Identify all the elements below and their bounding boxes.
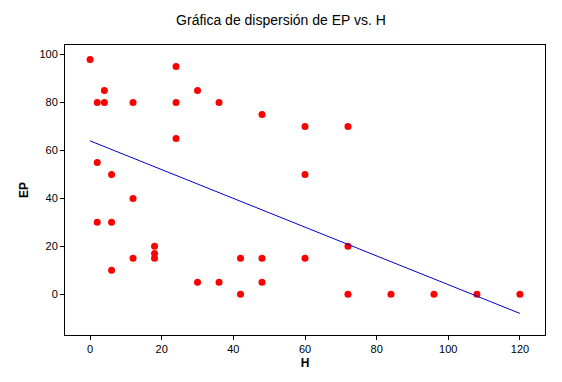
svg-text:H: H	[301, 356, 310, 370]
svg-text:60: 60	[46, 144, 58, 156]
svg-text:80: 80	[371, 343, 383, 355]
svg-text:EP: EP	[17, 182, 31, 198]
svg-text:40: 40	[227, 343, 239, 355]
svg-text:100: 100	[439, 343, 457, 355]
svg-text:120: 120	[511, 343, 529, 355]
svg-text:100: 100	[39, 48, 57, 60]
svg-text:40: 40	[46, 192, 58, 204]
svg-text:60: 60	[299, 343, 311, 355]
svg-text:80: 80	[46, 96, 58, 108]
svg-text:0: 0	[52, 288, 58, 300]
svg-text:20: 20	[156, 343, 168, 355]
svg-text:Gráfica de dispersión de EP vs: Gráfica de dispersión de EP vs. H	[176, 12, 386, 28]
svg-text:20: 20	[46, 240, 58, 252]
svg-text:0: 0	[87, 343, 93, 355]
